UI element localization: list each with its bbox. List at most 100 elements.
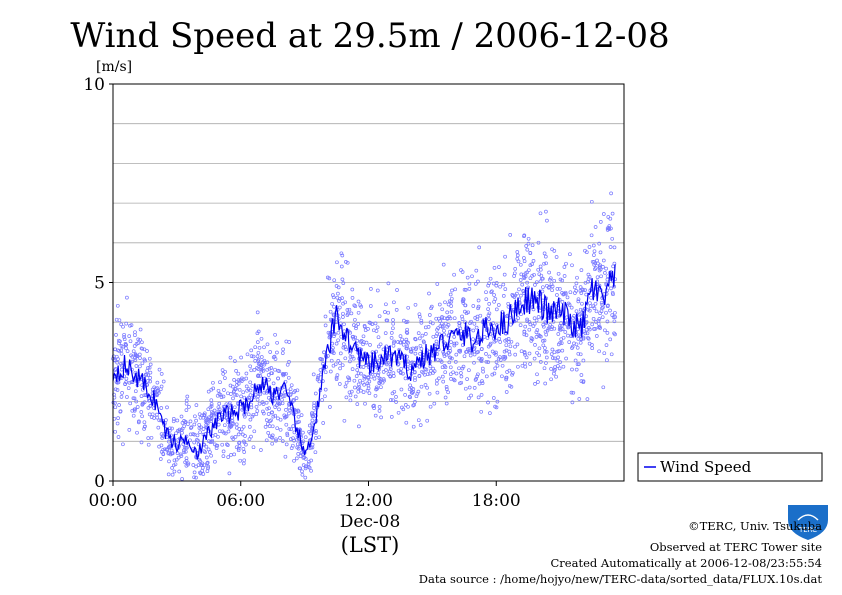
scatter-point <box>504 343 509 348</box>
scatter-point <box>454 371 459 376</box>
scatter-point <box>479 393 484 397</box>
scatter-point <box>467 385 472 390</box>
scatter-point <box>273 413 278 418</box>
scatter-point <box>148 362 153 367</box>
scatter-point <box>490 289 494 294</box>
scatter-point <box>266 431 271 435</box>
scatter-point <box>434 381 439 386</box>
scatter-point <box>259 448 263 452</box>
scatter-point <box>524 333 529 337</box>
scatter-point <box>480 347 484 351</box>
scatter-point <box>143 372 148 377</box>
scatter-point <box>264 438 269 443</box>
scatter-point <box>126 386 131 390</box>
scatter-point <box>217 392 222 396</box>
scatter-point <box>206 389 211 394</box>
gridlines <box>113 123 624 442</box>
scatter-point <box>353 317 357 322</box>
scatter-point <box>248 388 253 393</box>
scatter-point <box>350 367 355 371</box>
scatter-point <box>553 365 557 369</box>
scatter-point <box>133 358 138 362</box>
scatter-point <box>203 419 208 424</box>
scatter-point <box>462 354 467 359</box>
credit-copyright: ©TERC, Univ. Tsukuba <box>688 519 822 533</box>
scatter-point <box>237 441 241 445</box>
scatter-point <box>131 413 136 418</box>
scatter-point <box>452 378 457 383</box>
scatter-point <box>369 374 374 379</box>
scatter-point <box>342 329 347 334</box>
scatter-point <box>537 346 542 351</box>
scatter-point <box>536 315 541 319</box>
scatter-point <box>461 297 466 302</box>
scatter-point <box>383 331 388 335</box>
scatter-point <box>347 307 352 312</box>
scatter-point <box>552 278 557 283</box>
scatter-point <box>233 392 238 397</box>
scatter-point <box>464 311 469 316</box>
scatter-point <box>148 376 153 380</box>
scatter-point <box>303 464 308 469</box>
scatter-point <box>371 328 376 333</box>
scatter-point <box>605 331 610 335</box>
scatter-point <box>175 418 180 423</box>
scatter-point <box>596 322 601 326</box>
scatter-point <box>578 307 583 312</box>
scatter-point <box>343 300 348 305</box>
scatter-point <box>133 333 137 338</box>
scatter-point <box>332 334 336 339</box>
scatter-point <box>463 303 467 308</box>
scatter-point <box>280 401 285 406</box>
scatter-point <box>349 311 354 316</box>
scatter-point <box>611 264 615 269</box>
scatter-point <box>449 377 453 381</box>
scatter-point <box>155 380 160 385</box>
scatter-point <box>145 369 150 373</box>
scatter-point <box>440 365 445 370</box>
scatter-point <box>498 355 502 359</box>
scatter-point <box>592 249 597 254</box>
scatter-point <box>525 317 529 322</box>
scatter-point <box>508 233 513 237</box>
scatter-point <box>223 376 227 380</box>
scatter-point <box>220 442 225 447</box>
scatter-point <box>457 321 461 325</box>
scatter-point <box>273 332 277 337</box>
scatter-point <box>138 337 142 342</box>
scatter-point <box>440 316 444 321</box>
scatter-point <box>318 368 323 372</box>
scatter-point <box>534 330 539 335</box>
scatter-point <box>282 413 287 418</box>
scatter-point <box>206 447 211 452</box>
scatter-point <box>441 262 446 267</box>
scatter-point <box>125 349 130 353</box>
scatter-point <box>578 340 583 345</box>
scatter-point <box>228 355 233 360</box>
scatter-point <box>316 375 320 380</box>
scatter-point <box>495 399 500 404</box>
scatter-point <box>343 384 348 389</box>
scatter-point <box>155 415 160 420</box>
scatter-point <box>542 261 546 266</box>
scatter-point <box>541 339 545 343</box>
scatter-point <box>501 282 506 287</box>
scatter-point <box>192 422 197 427</box>
scatter-point <box>295 445 300 450</box>
scatter-point <box>165 405 169 410</box>
scatter-point <box>510 372 514 377</box>
scatter-point <box>275 400 280 405</box>
x-axis-date-label: Dec-08 <box>340 512 401 532</box>
scatter-point <box>200 413 204 418</box>
scatter-point <box>368 304 373 308</box>
scatter-point <box>532 356 537 361</box>
scatter-point <box>267 406 271 411</box>
scatter-point <box>142 427 146 431</box>
scatter-point <box>570 263 574 268</box>
scatter-point <box>363 375 367 379</box>
scatter-point <box>134 353 138 358</box>
scatter-point <box>438 324 443 328</box>
scatter-point <box>427 313 432 317</box>
scatter-point <box>350 354 355 359</box>
scatter-point <box>605 319 610 324</box>
